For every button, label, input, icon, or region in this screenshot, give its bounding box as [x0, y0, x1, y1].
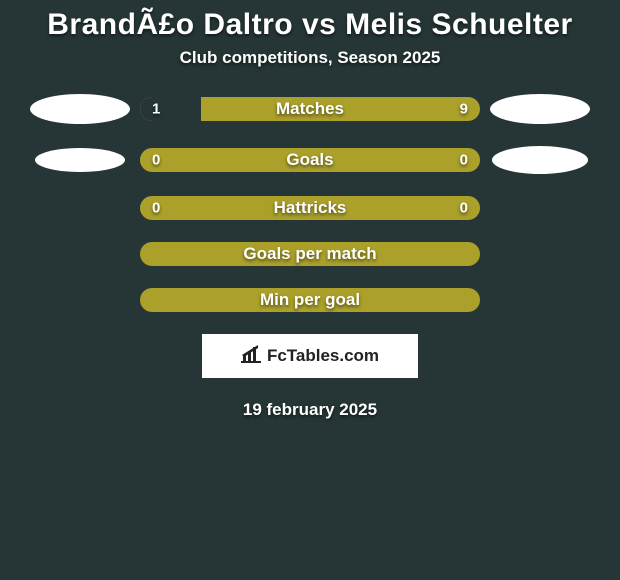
stat-left-value: 0 [152, 200, 160, 217]
player-a-avatar [35, 148, 125, 172]
stat-label: Goals [286, 150, 333, 170]
page-title: BrandÃ£o Daltro vs Melis Schuelter [0, 8, 620, 42]
stat-label: Min per goal [260, 290, 360, 310]
left-avatar-slot [30, 94, 130, 124]
stat-bar: Goals per match [140, 242, 480, 266]
stat-bar: 0 Goals 0 [140, 148, 480, 172]
stat-right-value: 0 [460, 200, 468, 217]
stat-label: Goals per match [243, 244, 376, 264]
stat-label: Matches [276, 99, 344, 119]
stat-bar: Min per goal [140, 288, 480, 312]
stat-row: 1 Matches 9 [20, 94, 600, 124]
subtitle: Club competitions, Season 2025 [0, 48, 620, 68]
date-text: 19 february 2025 [0, 400, 620, 420]
player-a-avatar [30, 94, 130, 124]
stat-right-value: 9 [460, 101, 468, 118]
left-avatar-slot [35, 148, 125, 172]
right-avatar-slot [490, 94, 590, 124]
stat-row: Min per goal [20, 288, 600, 312]
stat-row: 0 Goals 0 [20, 146, 600, 174]
chart-icon [241, 345, 261, 368]
stat-label: Hattricks [274, 198, 347, 218]
stat-right-value: 0 [460, 152, 468, 169]
player-b-avatar [490, 94, 590, 124]
stat-bar: 1 Matches 9 [140, 97, 480, 121]
stat-row: 0 Hattricks 0 [20, 196, 600, 220]
brand-box: FcTables.com [202, 334, 418, 378]
stat-bar-fill-left [140, 97, 201, 121]
player-b-avatar [492, 146, 588, 174]
right-avatar-slot [492, 146, 588, 174]
brand-text: FcTables.com [267, 346, 379, 366]
stat-rows: 1 Matches 9 0 Goals 0 0 Hattricks 0 Goals per mat… [0, 94, 620, 312]
stat-left-value: 1 [152, 101, 160, 118]
stat-bar: 0 Hattricks 0 [140, 196, 480, 220]
stat-row: Goals per match [20, 242, 600, 266]
stat-left-value: 0 [152, 152, 160, 169]
